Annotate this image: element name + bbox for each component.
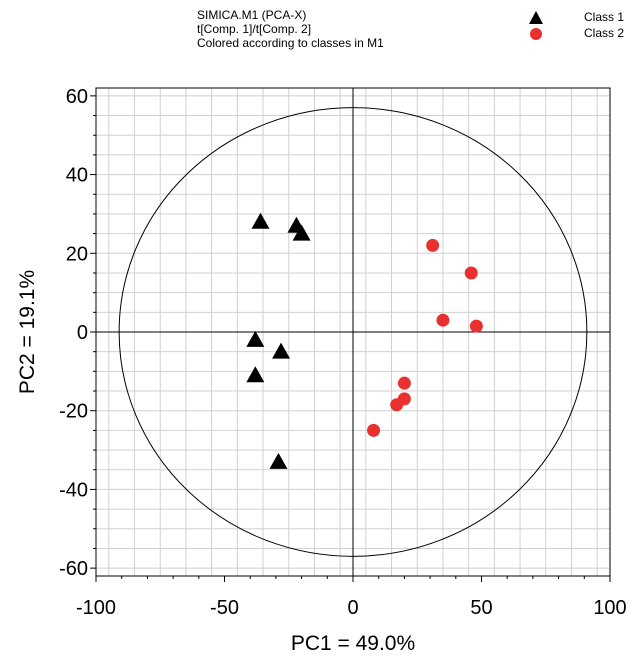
class2-point: [464, 266, 478, 280]
x-tick-label: 50: [470, 597, 492, 619]
y-tick-label: 20: [66, 243, 88, 265]
header-model-title: SIMICA.M1 (PCA-X): [197, 8, 307, 22]
class2-point: [436, 313, 450, 327]
class2-point: [390, 398, 404, 412]
data-points: [246, 212, 483, 469]
chart-header: SIMICA.M1 (PCA-X) t[Comp. 1]/t[Comp. 2] …: [197, 8, 384, 50]
y-tick-label: -60: [59, 558, 88, 580]
class1-point: [292, 224, 311, 241]
circle-marker-icon: [530, 28, 542, 40]
y-tick-label: 40: [66, 165, 88, 187]
class2-point: [469, 319, 483, 333]
legend-label-class1: Class 1: [584, 10, 625, 24]
header-coloring-note: Colored according to classes in M1: [197, 36, 384, 50]
class2-point: [426, 238, 440, 252]
legend-label-class2: Class 2: [584, 26, 625, 40]
class1-point: [272, 342, 291, 359]
y-tick-label: -40: [59, 479, 88, 501]
class1-point: [251, 212, 270, 229]
y-axis-label: PC2 = 19.1%: [16, 270, 39, 394]
zero-axes: [96, 88, 610, 576]
header-components: t[Comp. 1]/t[Comp. 2]: [197, 22, 312, 36]
class2-point: [397, 376, 411, 390]
class1-point: [269, 452, 288, 469]
x-tick-label: 0: [347, 597, 358, 619]
triangle-marker-icon: [529, 11, 543, 24]
class2-point: [367, 423, 381, 437]
hotelling-ellipse: [118, 107, 588, 557]
x-tick-label: -100: [76, 597, 116, 619]
class1-point: [246, 366, 265, 383]
x-axis-label: PC1 = 49.0%: [291, 632, 415, 655]
class1-point: [246, 330, 265, 347]
x-tick-label: -50: [210, 597, 239, 619]
y-tick-label: 0: [77, 322, 88, 344]
x-tick-label: 100: [593, 597, 626, 619]
y-tick-label: 60: [66, 86, 88, 108]
axis-ticks: -100 -50 0 50 100 -60 -40 -20 0 20 40 60: [59, 86, 627, 619]
y-tick-label: -20: [59, 401, 88, 423]
